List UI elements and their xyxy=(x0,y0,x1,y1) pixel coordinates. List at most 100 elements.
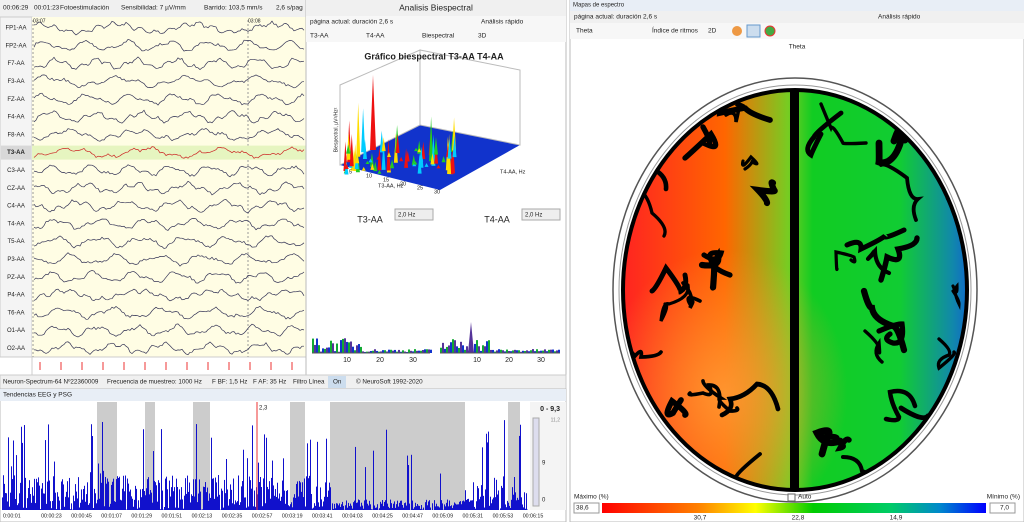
trend-bar xyxy=(121,500,122,510)
sulcus xyxy=(805,110,844,159)
spectrum-bar xyxy=(466,346,468,353)
spectrum-bar xyxy=(370,351,372,353)
trend-bar xyxy=(252,425,253,510)
auto-checkbox[interactable] xyxy=(787,493,796,502)
trend-bar xyxy=(336,503,337,510)
max-value: 38,6 xyxy=(576,505,589,512)
sulcus xyxy=(863,329,884,364)
trend-bar xyxy=(199,479,200,510)
spectrum-bar xyxy=(330,340,332,353)
head-icon[interactable] xyxy=(732,26,742,36)
trend-slider[interactable] xyxy=(532,417,540,507)
map-header xyxy=(570,0,1024,11)
trend-bar xyxy=(28,488,29,510)
spectrum-bar xyxy=(492,349,494,353)
toolbar-item: 00:06:29 xyxy=(3,5,29,12)
sulcus xyxy=(664,396,689,418)
trend-bar xyxy=(160,509,161,510)
time-label: 00:05:31 xyxy=(463,513,484,519)
trend-bar xyxy=(345,505,346,510)
max-field[interactable] xyxy=(573,502,600,514)
trend-bar xyxy=(166,476,167,510)
trend-bar xyxy=(342,501,343,510)
trend-bar xyxy=(234,504,235,510)
trend-bar xyxy=(296,483,297,510)
band-select: Theta xyxy=(576,28,593,35)
spectrum-bar xyxy=(488,340,490,353)
trend-bar xyxy=(426,499,427,510)
trend-bar xyxy=(159,482,160,510)
time-label: 00:03:19 xyxy=(282,513,303,519)
spectrum-bar xyxy=(448,345,450,353)
trend-bar xyxy=(280,500,281,510)
trend-bar xyxy=(170,496,171,510)
trend-bar xyxy=(74,501,75,510)
peak xyxy=(355,151,360,164)
trend-bar xyxy=(355,446,356,510)
min-value: 7,0 xyxy=(1000,505,1009,512)
map-icon[interactable] xyxy=(764,25,776,37)
resolution-dropdown[interactable] xyxy=(521,208,561,221)
channel-label: T4-AA xyxy=(7,221,24,227)
eeg-toolbar xyxy=(0,0,306,17)
trend-bar xyxy=(76,491,77,510)
trend-bar xyxy=(418,505,419,510)
trend-bar xyxy=(302,482,303,510)
trend-bar xyxy=(466,499,467,510)
trend-bar xyxy=(493,497,494,510)
peak xyxy=(395,133,400,154)
trend-bar xyxy=(134,499,135,510)
sulcus xyxy=(681,281,702,309)
trend-bar xyxy=(364,500,365,510)
trend-bar xyxy=(328,490,329,510)
sulcus xyxy=(701,379,740,413)
resolution-dropdown[interactable] xyxy=(394,208,434,221)
trend-bar xyxy=(2,497,3,510)
trend-bar xyxy=(397,500,398,510)
trend-bar xyxy=(506,507,507,510)
spectrum-bar xyxy=(536,349,538,353)
spectrum-bar xyxy=(430,349,432,353)
trend-bar xyxy=(463,500,464,510)
x-tick-label: 15 xyxy=(383,177,389,183)
trend-bar xyxy=(462,501,463,510)
trend-bar xyxy=(239,504,240,510)
spectrum-bar xyxy=(478,346,480,353)
bispectral-peaks xyxy=(343,75,457,175)
trend-bar xyxy=(114,501,115,510)
spectrum-bar xyxy=(402,350,404,353)
trend-bar xyxy=(249,476,250,510)
trend-bar xyxy=(267,486,268,510)
sulcus xyxy=(844,227,907,254)
trend-bar xyxy=(53,476,54,510)
trend-bar xyxy=(315,505,316,510)
spectrum-bar xyxy=(550,349,552,353)
spectrum-bar xyxy=(398,349,400,353)
trend-bar xyxy=(375,507,376,510)
trend-bar xyxy=(231,489,232,510)
trend-bar xyxy=(482,447,483,510)
toolbar-item: Fotoestimulación xyxy=(60,5,110,12)
midline xyxy=(790,90,799,490)
trend-bar xyxy=(291,502,292,510)
trend-bar xyxy=(17,505,18,510)
trend-bar xyxy=(508,502,509,510)
status-item: On xyxy=(333,379,342,386)
trend-bar xyxy=(6,493,7,510)
time-label: 00:06:15 xyxy=(523,513,544,519)
trend-bar xyxy=(85,501,86,510)
trend-bar xyxy=(320,487,321,510)
trend-bar xyxy=(34,478,35,510)
trend-bar xyxy=(261,487,262,510)
line-filter-toggle[interactable] xyxy=(328,376,346,388)
trend-bar xyxy=(301,491,302,510)
trend-bar xyxy=(341,504,342,510)
trend-bar xyxy=(29,480,30,510)
trend-bar xyxy=(425,502,426,510)
refresh-button[interactable] xyxy=(746,24,761,38)
trend-bar xyxy=(44,493,45,510)
trend-bar xyxy=(518,499,519,510)
min-field[interactable] xyxy=(989,502,1016,514)
trend-bar xyxy=(353,502,354,510)
toolbar-item: 00:01:23 xyxy=(34,5,60,12)
